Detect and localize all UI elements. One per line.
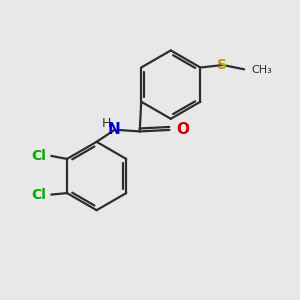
Text: Cl: Cl (31, 188, 46, 202)
Text: S: S (217, 58, 227, 72)
Text: N: N (108, 122, 121, 137)
Text: CH₃: CH₃ (251, 64, 272, 75)
Text: Cl: Cl (31, 149, 46, 163)
Text: H: H (101, 117, 111, 130)
Text: O: O (176, 122, 189, 137)
